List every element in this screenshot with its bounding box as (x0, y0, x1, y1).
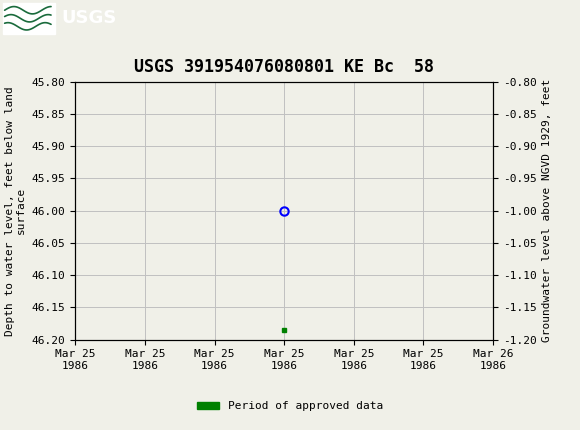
Text: USGS: USGS (61, 9, 116, 27)
Legend: Period of approved data: Period of approved data (193, 397, 387, 416)
Y-axis label: Depth to water level, feet below land
surface: Depth to water level, feet below land su… (5, 86, 26, 335)
Y-axis label: Groundwater level above NGVD 1929, feet: Groundwater level above NGVD 1929, feet (542, 79, 552, 342)
FancyBboxPatch shape (3, 3, 55, 34)
Title: USGS 391954076080801 KE Bc  58: USGS 391954076080801 KE Bc 58 (134, 58, 434, 76)
